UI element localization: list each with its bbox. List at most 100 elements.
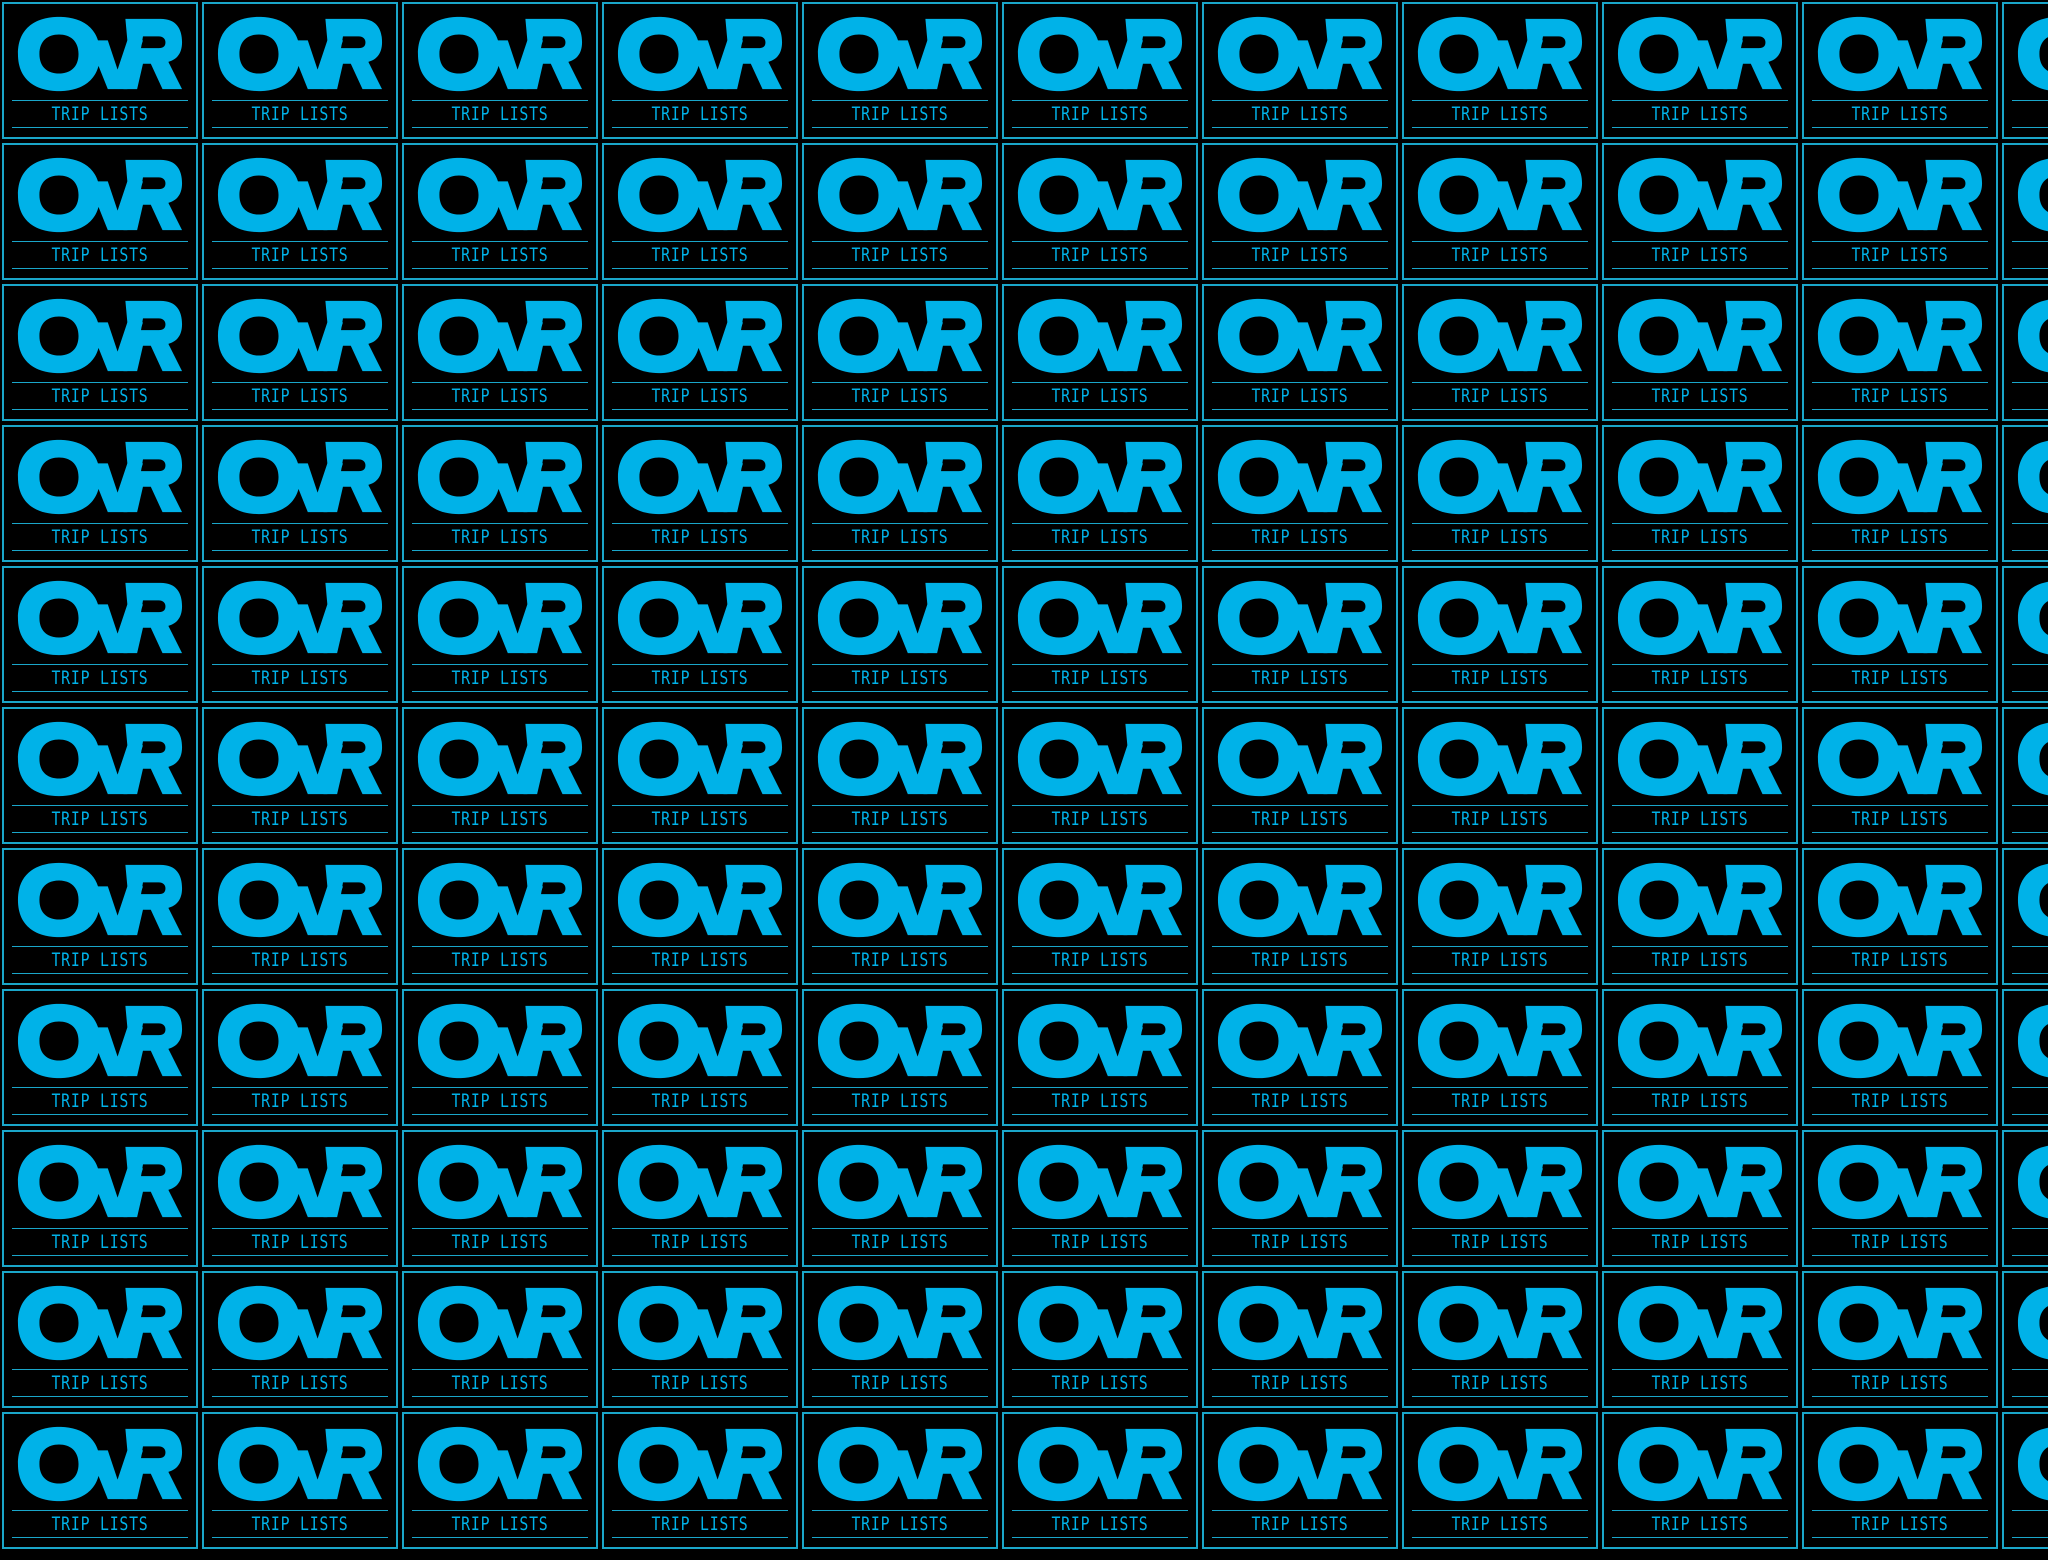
tile-caption: TRIP LISTS — [1651, 1372, 1749, 1394]
divider — [1212, 1228, 1388, 1229]
logo-tile: TRIP LISTS — [1402, 707, 1598, 844]
ovr-logo-icon — [1017, 1426, 1183, 1502]
tile-caption: TRIP LISTS — [1451, 103, 1549, 125]
divider — [1412, 1537, 1588, 1538]
divider — [1012, 973, 1188, 974]
divider — [812, 1228, 988, 1229]
ovr-logo-icon — [1217, 862, 1383, 938]
tile-caption: TRIP LISTS — [1451, 949, 1549, 971]
logo-tile: TRIP LISTS — [402, 1271, 598, 1408]
tile-caption: TRIP LISTS — [1651, 1231, 1749, 1253]
divider — [1812, 268, 1988, 269]
tile-caption: TRIP LISTS — [651, 1513, 749, 1535]
divider — [2012, 805, 2048, 806]
logo-tile: TRIP LISTS — [1002, 2, 1198, 139]
logo-tile: TRIP LISTS — [1802, 848, 1998, 985]
tile-caption: TRIP LISTS — [251, 667, 349, 689]
divider — [612, 805, 788, 806]
tile-caption: TRIP LISTS — [2025, 103, 2048, 125]
ovr-logo-icon — [17, 721, 183, 797]
logo-tile: TRIP LISTS — [2, 989, 198, 1126]
tile-caption: TRIP LISTS — [1651, 667, 1749, 689]
divider — [1812, 100, 1988, 101]
logo-tile: TRIP LISTS — [2002, 143, 2048, 280]
logo-tile: TRIP LISTS — [1602, 707, 1798, 844]
ovr-logo-icon — [1217, 1426, 1383, 1502]
divider — [1612, 946, 1788, 947]
logo-tile: TRIP LISTS — [602, 989, 798, 1126]
ovr-logo-icon — [17, 1426, 183, 1502]
logo-tile: TRIP LISTS — [1002, 707, 1198, 844]
tile-caption: TRIP LISTS — [851, 103, 949, 125]
divider — [1212, 691, 1388, 692]
divider — [212, 691, 388, 692]
tile-caption: TRIP LISTS — [851, 1372, 949, 1394]
logo-tile: TRIP LISTS — [1202, 707, 1398, 844]
divider — [2012, 127, 2048, 128]
divider — [1612, 127, 1788, 128]
logo-tile: TRIP LISTS — [1202, 989, 1398, 1126]
ovr-logo-icon — [817, 157, 983, 233]
divider — [1612, 1369, 1788, 1370]
logo-tile: TRIP LISTS — [2, 425, 198, 562]
logo-tile: TRIP LISTS — [1602, 425, 1798, 562]
divider — [812, 100, 988, 101]
divider — [2012, 1369, 2048, 1370]
tile-caption: TRIP LISTS — [1251, 1090, 1349, 1112]
ovr-logo-icon — [1817, 157, 1983, 233]
tile-caption: TRIP LISTS — [1451, 244, 1549, 266]
ovr-logo-icon — [1817, 580, 1983, 656]
ovr-logo-icon — [1417, 298, 1583, 374]
ovr-logo-icon — [817, 1144, 983, 1220]
logo-tile: TRIP LISTS — [2002, 1271, 2048, 1408]
ovr-logo-icon — [417, 16, 583, 92]
divider — [1412, 805, 1588, 806]
logo-tile: TRIP LISTS — [1202, 143, 1398, 280]
divider — [1012, 100, 1188, 101]
ovr-logo-icon — [1417, 157, 1583, 233]
ovr-logo-icon — [1617, 1426, 1783, 1502]
tile-caption: TRIP LISTS — [1851, 1372, 1949, 1394]
ovr-logo-icon — [1017, 16, 1183, 92]
divider — [1412, 382, 1588, 383]
divider — [12, 946, 188, 947]
divider — [2012, 1228, 2048, 1229]
logo-tile: TRIP LISTS — [1602, 284, 1798, 421]
divider — [1012, 691, 1188, 692]
ovr-logo-icon — [417, 1426, 583, 1502]
ovr-logo-icon — [617, 1426, 783, 1502]
tile-caption: TRIP LISTS — [851, 949, 949, 971]
logo-tile: TRIP LISTS — [2, 707, 198, 844]
tile-caption: TRIP LISTS — [51, 1513, 149, 1535]
tile-caption: TRIP LISTS — [1051, 244, 1149, 266]
ovr-logo-icon — [617, 298, 783, 374]
logo-tile: TRIP LISTS — [1402, 143, 1598, 280]
tile-caption: TRIP LISTS — [651, 808, 749, 830]
divider — [412, 127, 588, 128]
ovr-logo-icon — [2017, 439, 2048, 515]
divider — [412, 268, 588, 269]
ovr-logo-icon — [17, 16, 183, 92]
logo-tile: TRIP LISTS — [202, 989, 398, 1126]
logo-tile: TRIP LISTS — [2, 1271, 198, 1408]
divider — [12, 1510, 188, 1511]
ovr-logo-icon — [1417, 1144, 1583, 1220]
divider — [812, 1114, 988, 1115]
ovr-logo-icon — [617, 1003, 783, 1079]
divider — [812, 382, 988, 383]
ovr-logo-icon — [1017, 439, 1183, 515]
tile-caption: TRIP LISTS — [1251, 526, 1349, 548]
logo-tile: TRIP LISTS — [1002, 1412, 1198, 1549]
logo-tile: TRIP LISTS — [202, 143, 398, 280]
logo-tile: TRIP LISTS — [602, 1130, 798, 1267]
tile-caption: TRIP LISTS — [1051, 526, 1149, 548]
ovr-logo-icon — [1217, 157, 1383, 233]
logo-tile: TRIP LISTS — [202, 284, 398, 421]
ovr-logo-icon — [817, 580, 983, 656]
ovr-logo-icon — [1417, 721, 1583, 797]
tile-caption: TRIP LISTS — [451, 1513, 549, 1535]
divider — [12, 805, 188, 806]
ovr-logo-icon — [2017, 862, 2048, 938]
ovr-logo-icon — [17, 439, 183, 515]
tile-caption: TRIP LISTS — [851, 526, 949, 548]
